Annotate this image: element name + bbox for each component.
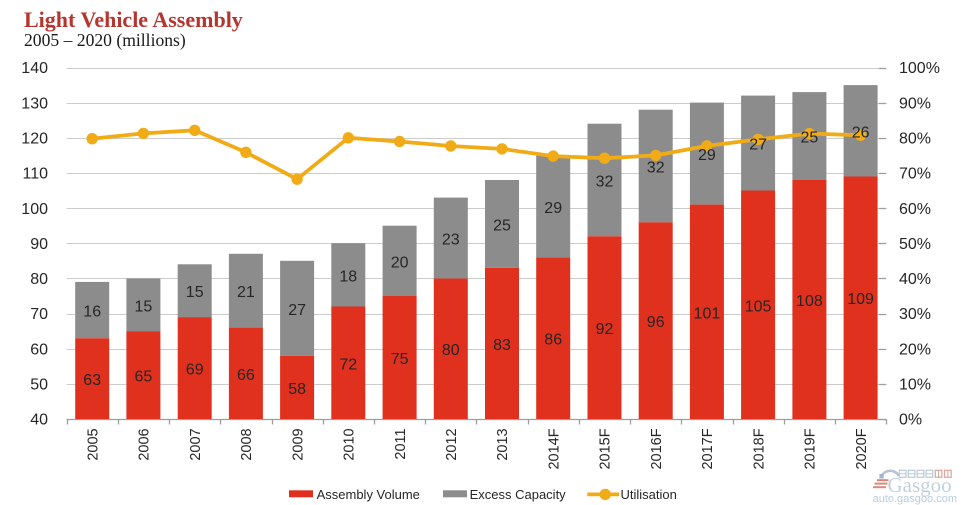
svg-text:58: 58: [288, 381, 306, 398]
svg-text:63: 63: [83, 372, 101, 389]
svg-text:110: 110: [22, 166, 48, 183]
svg-text:83: 83: [493, 337, 511, 354]
svg-text:27: 27: [749, 137, 767, 154]
svg-text:109: 109: [847, 291, 874, 308]
svg-text:2005: 2005: [85, 428, 101, 460]
svg-text:60%: 60%: [899, 201, 931, 218]
svg-text:80: 80: [442, 342, 460, 359]
svg-text:72: 72: [339, 356, 357, 373]
svg-text:108: 108: [796, 293, 823, 310]
svg-text:2020F: 2020F: [854, 428, 870, 469]
svg-text:2012: 2012: [444, 428, 460, 460]
svg-text:50: 50: [30, 377, 48, 394]
svg-text:80%: 80%: [899, 131, 931, 148]
svg-text:2016F: 2016F: [649, 428, 665, 469]
svg-text:69: 69: [186, 362, 204, 379]
svg-text:75: 75: [391, 351, 409, 368]
svg-text:130: 130: [21, 95, 48, 112]
svg-text:Utilisation: Utilisation: [621, 487, 677, 502]
svg-text:100: 100: [21, 201, 48, 218]
svg-text:2011: 2011: [393, 428, 409, 459]
svg-text:65: 65: [135, 369, 153, 386]
svg-text:25: 25: [801, 130, 819, 147]
svg-text:60: 60: [30, 341, 48, 358]
svg-text:16: 16: [83, 304, 101, 321]
svg-text:Assembly Volume: Assembly Volume: [317, 487, 420, 502]
svg-text:27: 27: [288, 302, 306, 319]
svg-text:90: 90: [30, 236, 48, 253]
svg-text:2009: 2009: [290, 428, 306, 460]
svg-text:29: 29: [698, 147, 716, 164]
svg-text:70: 70: [30, 306, 48, 323]
svg-text:2008: 2008: [239, 428, 255, 460]
svg-text:140: 140: [21, 60, 48, 77]
svg-text:2015F: 2015F: [598, 428, 614, 469]
svg-text:2014F: 2014F: [546, 428, 562, 469]
svg-text:40%: 40%: [899, 271, 931, 288]
svg-text:29: 29: [544, 200, 562, 217]
svg-text:105: 105: [745, 298, 772, 315]
svg-text:Excess Capacity: Excess Capacity: [470, 487, 567, 502]
svg-text:Gasgoo: Gasgoo: [888, 473, 952, 497]
svg-text:92: 92: [596, 321, 614, 338]
svg-text:101: 101: [694, 305, 721, 322]
svg-text:80: 80: [30, 271, 48, 288]
svg-text:2010: 2010: [342, 428, 358, 460]
svg-text:23: 23: [442, 232, 460, 249]
svg-text:40: 40: [30, 412, 48, 429]
svg-text:auto.gasgoo.com: auto.gasgoo.com: [873, 493, 957, 505]
svg-text:15: 15: [186, 284, 204, 301]
svg-text:32: 32: [596, 174, 614, 191]
svg-text:25: 25: [493, 217, 511, 234]
svg-text:96: 96: [647, 314, 665, 331]
svg-text:26: 26: [852, 124, 870, 141]
svg-text:32: 32: [647, 159, 665, 176]
svg-text:50%: 50%: [899, 236, 931, 253]
svg-text:18: 18: [339, 268, 357, 285]
svg-text:2017F: 2017F: [700, 428, 716, 469]
svg-text:20%: 20%: [899, 341, 931, 358]
svg-text:10%: 10%: [899, 377, 931, 394]
svg-text:2019F: 2019F: [803, 428, 819, 469]
svg-text:2013: 2013: [495, 428, 511, 460]
svg-text:100%: 100%: [899, 60, 940, 77]
svg-text:0%: 0%: [899, 412, 922, 429]
svg-text:90%: 90%: [899, 95, 931, 112]
svg-text:2018F: 2018F: [751, 428, 767, 469]
svg-text:20: 20: [391, 254, 409, 271]
svg-text:30%: 30%: [899, 306, 931, 323]
svg-text:66: 66: [237, 367, 255, 384]
svg-text:2007: 2007: [188, 428, 204, 460]
svg-text:70%: 70%: [899, 166, 931, 183]
svg-text:86: 86: [544, 332, 562, 349]
svg-text:15: 15: [135, 298, 153, 315]
svg-text:21: 21: [237, 284, 255, 301]
svg-text:120: 120: [21, 131, 48, 148]
svg-text:2006: 2006: [137, 428, 153, 460]
